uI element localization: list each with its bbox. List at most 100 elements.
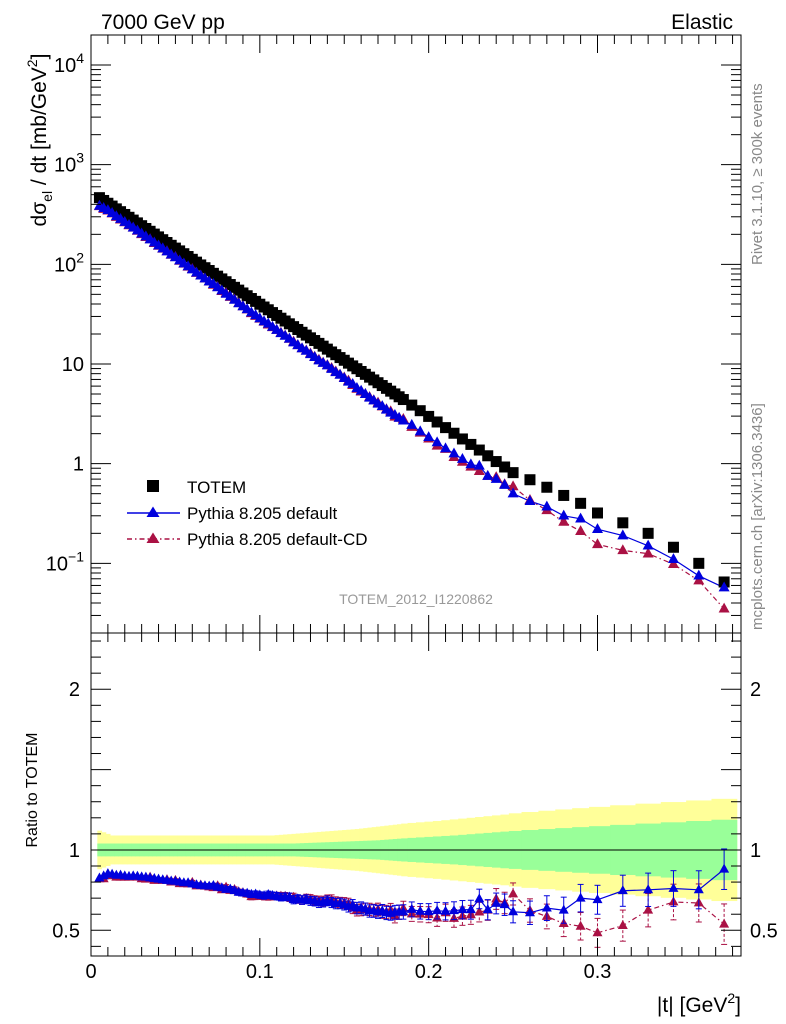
ratio-point-default bbox=[415, 905, 426, 915]
totem-point bbox=[541, 481, 553, 493]
totem-point bbox=[591, 507, 603, 519]
point-cd bbox=[642, 547, 654, 558]
point-cd bbox=[507, 480, 519, 491]
x-tick-label: 0 bbox=[85, 961, 96, 983]
point-default bbox=[490, 472, 502, 483]
ratio-point-default bbox=[508, 906, 519, 916]
ratio-point-cd bbox=[617, 920, 628, 930]
legend: TOTEM Pythia 8.205 default Pythia 8.205 … bbox=[127, 478, 368, 549]
totem-point bbox=[524, 474, 536, 486]
totem-point bbox=[414, 405, 426, 417]
y-tick-label: 10 bbox=[62, 354, 84, 376]
ratio-frame bbox=[90, 632, 742, 957]
totem-point bbox=[473, 444, 485, 456]
point-default bbox=[431, 436, 443, 447]
ratio-point-default bbox=[474, 893, 485, 903]
y-tick-label: 1 bbox=[73, 454, 84, 476]
point-cd bbox=[591, 538, 603, 549]
point-default bbox=[718, 581, 730, 592]
ratio-point-default bbox=[406, 903, 417, 913]
totem-point bbox=[456, 433, 468, 445]
point-default bbox=[591, 523, 603, 533]
point-default bbox=[558, 509, 570, 520]
totem-point bbox=[423, 410, 435, 422]
point-default bbox=[473, 459, 485, 470]
ratio-y-tick-label: 2 bbox=[69, 679, 80, 701]
ratio-point-default bbox=[558, 904, 569, 914]
totem-point bbox=[575, 497, 587, 509]
y-tick-label: 103 bbox=[54, 150, 84, 177]
ratio-point-default bbox=[423, 906, 434, 916]
header-left: 7000 GeV pp bbox=[101, 11, 225, 34]
ratio-point-default bbox=[448, 905, 459, 915]
ratio-point-default bbox=[465, 904, 476, 914]
ratio-point-cd bbox=[508, 888, 519, 898]
axis-ticks bbox=[90, 34, 741, 956]
ratio-point-default bbox=[592, 894, 603, 904]
ratio-point-default bbox=[668, 882, 679, 892]
ratio-point-default bbox=[398, 906, 409, 916]
totem-point bbox=[499, 461, 511, 473]
ratio-point-default bbox=[693, 884, 704, 894]
analysis-id: TOTEM_2012_I1220862 bbox=[339, 591, 493, 607]
point-default bbox=[423, 431, 435, 442]
x-tick-label: 0.3 bbox=[584, 961, 612, 983]
point-cd bbox=[617, 544, 629, 555]
point-cd bbox=[575, 525, 587, 535]
x-tick-label: 0.2 bbox=[415, 961, 443, 983]
ratio-point-default bbox=[643, 884, 654, 894]
ratio-point-default bbox=[719, 863, 730, 873]
point-default bbox=[448, 447, 460, 458]
ratio-point-cd bbox=[643, 904, 654, 914]
ratio-y-tick-label-right: 1 bbox=[750, 840, 761, 862]
point-default bbox=[499, 478, 511, 489]
main-y-axis-label: dσel / dt [mb/GeV2] bbox=[24, 54, 55, 227]
point-default bbox=[456, 453, 468, 463]
point-default bbox=[642, 539, 654, 550]
y-tick-label: 10−1 bbox=[46, 548, 84, 575]
ratio-point-default bbox=[440, 905, 451, 915]
totem-point bbox=[397, 394, 409, 406]
point-default bbox=[507, 487, 519, 498]
legend-label-cd: Pythia 8.205 default-CD bbox=[187, 530, 368, 549]
ratio-y-tick-label: 0.5 bbox=[52, 920, 80, 942]
x-tick-label: 0.1 bbox=[246, 961, 274, 983]
legend-label-default: Pythia 8.205 default bbox=[187, 504, 338, 523]
totem-point bbox=[558, 489, 570, 501]
point-default bbox=[397, 414, 409, 425]
point-default bbox=[482, 469, 494, 480]
totem-point bbox=[440, 422, 452, 434]
totem-point bbox=[507, 467, 519, 479]
ratio-point-default bbox=[482, 904, 493, 914]
point-default bbox=[465, 458, 477, 469]
point-default bbox=[406, 418, 418, 429]
ratio-point-default bbox=[432, 905, 443, 915]
legend-marker-default bbox=[146, 506, 160, 517]
legend-marker-totem bbox=[147, 480, 159, 492]
ratio-point-default bbox=[457, 904, 468, 914]
header-right: Elastic bbox=[671, 11, 733, 34]
totem-point bbox=[406, 399, 418, 411]
ratio-point-cd bbox=[575, 920, 586, 930]
point-default bbox=[617, 529, 629, 540]
totem-point bbox=[482, 450, 494, 462]
point-default bbox=[693, 569, 705, 580]
ratio-point-default bbox=[617, 885, 628, 895]
totem-point bbox=[667, 541, 679, 553]
point-cd bbox=[473, 465, 485, 475]
totem-point bbox=[431, 416, 443, 428]
totem-point bbox=[448, 427, 460, 439]
ratio-point-default bbox=[524, 907, 535, 917]
rivet-version-label: Rivet 3.1.10, ≥ 300k events bbox=[749, 83, 766, 265]
ratio-point-default bbox=[575, 892, 586, 902]
ratio-point-cd bbox=[474, 906, 485, 916]
ratio-y-tick-label-right: 2 bbox=[750, 679, 761, 701]
legend-marker-cd bbox=[146, 532, 160, 543]
totem-point bbox=[617, 517, 629, 529]
x-axis-label: |t| [GeV2] bbox=[657, 990, 741, 1017]
main-series-layer bbox=[93, 192, 730, 613]
point-cd bbox=[667, 558, 679, 568]
point-default bbox=[524, 495, 536, 505]
point-default bbox=[541, 500, 553, 511]
